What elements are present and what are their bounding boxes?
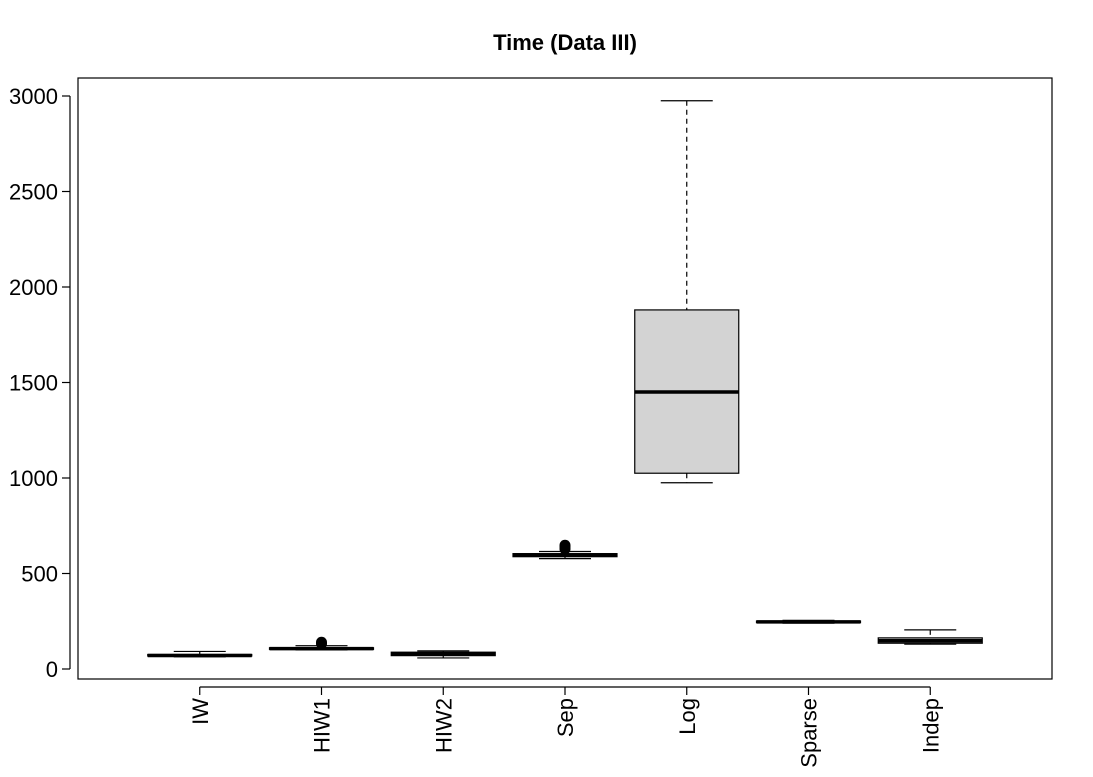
x-axis: IW HIW1 HIW2 Sep Log Sparse Indep (188, 686, 943, 768)
x-tick-label: IW (188, 698, 213, 725)
x-tick-label: Sep (553, 698, 578, 737)
chart-title: Time (Data III) (493, 30, 637, 55)
outlier-point (316, 636, 327, 648)
x-tick-label: Log (675, 698, 700, 735)
box-log (634, 100, 740, 484)
box-sparse (755, 619, 862, 624)
x-tick-label: HIW1 (310, 698, 335, 753)
box-hiw1 (268, 636, 375, 651)
y-tick-label: 2500 (9, 180, 58, 205)
y-tick-label: 0 (46, 657, 58, 682)
y-tick-label: 1000 (9, 466, 58, 491)
y-axis: 0 500 1000 1500 2000 2500 3000 (9, 84, 71, 682)
plot-frame (77, 77, 1053, 680)
x-tick-label: Indep (918, 698, 943, 753)
y-tick-label: 2000 (9, 275, 58, 300)
y-tick-label: 500 (21, 562, 58, 587)
box-hiw2 (390, 650, 496, 659)
outlier-point (559, 539, 571, 551)
x-tick-label: Sparse (797, 698, 822, 768)
y-tick-label: 3000 (9, 84, 58, 109)
box-iw (147, 650, 253, 658)
y-tick-label: 1500 (9, 371, 58, 396)
box-group (147, 100, 983, 659)
box-sep (512, 539, 618, 560)
x-tick-label: HIW2 (431, 698, 456, 753)
box-indep (877, 629, 983, 645)
